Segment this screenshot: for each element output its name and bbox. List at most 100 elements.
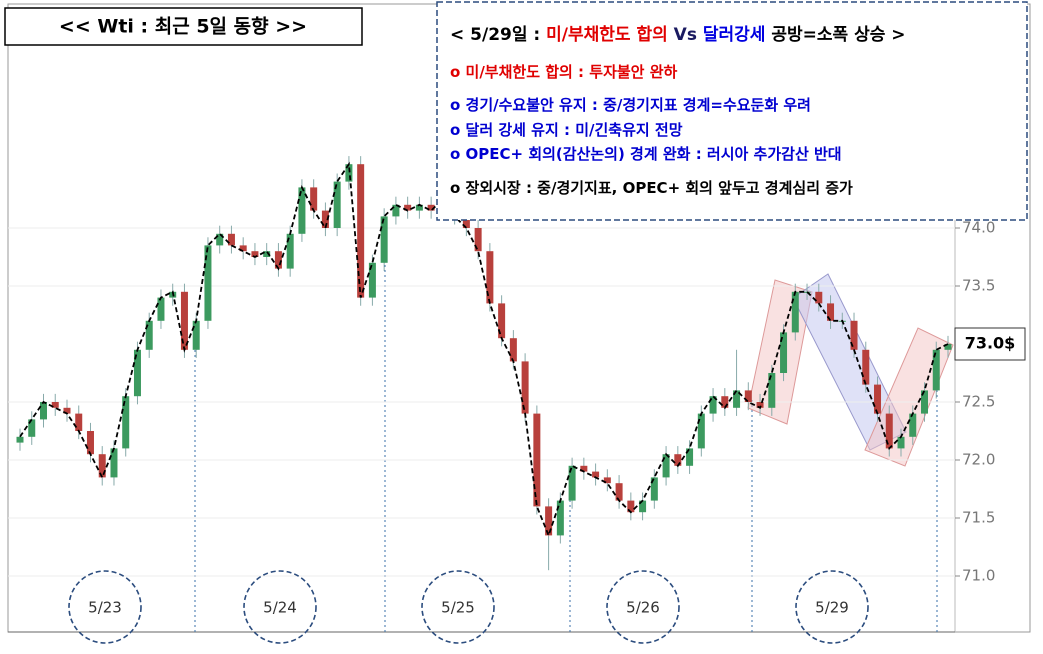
price-label: 73.0$ xyxy=(965,334,1016,353)
candle-body xyxy=(650,477,658,501)
candle-body xyxy=(862,349,870,385)
info-text: o 미/부채한도 합의 : 투자불안 완하 xyxy=(450,63,677,81)
candle-body xyxy=(133,349,141,397)
candle-body xyxy=(251,251,259,257)
candle-body xyxy=(286,233,294,269)
candle-body xyxy=(627,500,635,513)
candle-body xyxy=(192,320,200,350)
y-tick-label: 74.0 xyxy=(962,219,995,237)
candle-body xyxy=(51,402,59,408)
info-text: Vs xyxy=(668,25,703,45)
candle-body xyxy=(415,204,423,211)
candle-body xyxy=(944,344,952,350)
trend-line xyxy=(19,161,949,538)
day-circle xyxy=(243,570,317,644)
candle-body xyxy=(404,204,412,211)
candle-body xyxy=(756,402,764,408)
candle-body xyxy=(615,483,623,501)
info-text: < 5/29일 : xyxy=(450,25,546,45)
y-tick-label: 73.5 xyxy=(962,277,995,295)
candle-body xyxy=(897,436,905,449)
candle-body xyxy=(122,396,130,449)
candle-body xyxy=(709,396,717,414)
candle-body xyxy=(639,500,647,513)
candle-body xyxy=(274,251,282,269)
day-circle xyxy=(421,570,495,644)
info-text: 미/부채한도 합의 xyxy=(546,24,668,45)
candle-body xyxy=(521,361,529,414)
candle-body xyxy=(909,413,917,437)
title-box xyxy=(4,7,363,46)
candle-body xyxy=(368,262,376,298)
candle-body xyxy=(768,373,776,408)
info-text: o 장외시장 : 중/경기지표, OPEC+ 회의 앞두고 경계심리 증가 xyxy=(450,179,853,197)
chart-title: << Wti : 최근 5일 동향 >> xyxy=(59,16,307,38)
info-line: o 미/부채한도 합의 : 투자불안 완하 xyxy=(450,63,677,81)
candle-body xyxy=(16,436,24,443)
candle-body xyxy=(462,216,470,228)
candle-body xyxy=(662,454,670,478)
y-tick-label: 71.0 xyxy=(962,567,995,585)
candle-body xyxy=(874,384,882,414)
candle-body xyxy=(39,402,47,420)
info-text: o 달러 강세 유지 : 미/긴축유지 전망 xyxy=(450,121,683,139)
candle-body xyxy=(357,164,365,298)
candle-body xyxy=(733,390,741,408)
candle-body xyxy=(298,187,306,234)
candle-body xyxy=(345,164,353,182)
candle-body xyxy=(932,349,940,391)
candle-body xyxy=(791,291,799,333)
candle-body xyxy=(204,245,212,321)
day-circle xyxy=(795,570,869,644)
candle-body xyxy=(263,251,271,257)
candle-body xyxy=(486,251,494,304)
candle-body xyxy=(603,477,611,484)
candle-body xyxy=(157,297,165,321)
candle-body xyxy=(333,181,341,228)
y-tick-label: 71.5 xyxy=(962,509,995,527)
y-tick-label: 72.5 xyxy=(962,393,995,411)
day-label: 5/25 xyxy=(441,599,475,617)
candle-body xyxy=(63,407,71,414)
y-tick-label: 72.0 xyxy=(962,451,995,469)
info-line: o 달러 강세 유지 : 미/긴축유지 전망 xyxy=(450,121,683,139)
info-line: o 경기/수요불안 유지 : 중/경기지표 경계=수요둔화 우려 xyxy=(450,96,811,114)
candle-body xyxy=(556,500,564,536)
candle-body xyxy=(380,216,388,263)
day-separators xyxy=(194,250,938,632)
candle-body xyxy=(780,332,788,373)
candle-body xyxy=(227,233,235,246)
candle-body xyxy=(321,210,329,228)
info-text: 공방=소폭 상승 > xyxy=(765,25,905,45)
candle-body xyxy=(815,291,823,304)
day-circle xyxy=(606,570,680,644)
candle-body xyxy=(216,233,224,246)
candle-body xyxy=(545,506,553,536)
candle-body xyxy=(921,390,929,414)
candle-body xyxy=(75,413,83,431)
candle-body xyxy=(509,338,517,362)
info-line: o 장외시장 : 중/경기지표, OPEC+ 회의 앞두고 경계심리 증가 xyxy=(450,179,853,197)
day-label: 5/26 xyxy=(626,599,660,617)
price-box xyxy=(954,327,1026,361)
info-text: o 경기/수요불안 유지 : 중/경기지표 경계=수요둔화 우려 xyxy=(450,96,811,114)
candle-body xyxy=(28,419,36,437)
candle-body xyxy=(721,396,729,408)
info-text: 달러강세 xyxy=(703,24,766,45)
info-line: o OPEC+ 회의(감산논의) 경계 완화 : 러시아 추가감산 반대 xyxy=(450,145,842,163)
info-text: o OPEC+ 회의(감산논의) 경계 완화 : 러시아 추가감산 반대 xyxy=(450,145,842,163)
candle-body xyxy=(310,187,318,211)
candle-body xyxy=(180,291,188,350)
candle-body xyxy=(239,245,247,252)
day-label: 5/23 xyxy=(88,599,122,617)
candle-body xyxy=(98,454,106,478)
candle-body xyxy=(145,320,153,350)
candle-body xyxy=(427,204,435,211)
candle-body xyxy=(392,204,400,217)
day-label: 5/24 xyxy=(263,599,297,617)
candle-body xyxy=(110,448,118,478)
candle-body xyxy=(533,413,541,507)
candle-body xyxy=(474,228,482,252)
candle-body xyxy=(86,431,94,455)
